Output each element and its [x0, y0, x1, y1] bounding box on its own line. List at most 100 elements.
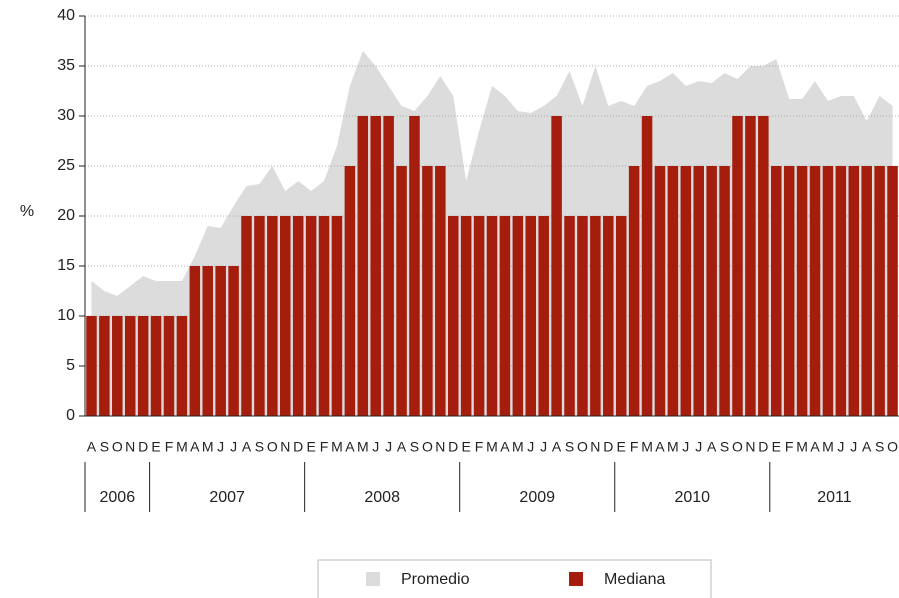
x-tick-label: M: [357, 439, 369, 455]
bar: [460, 216, 472, 416]
bar: [422, 166, 433, 416]
bar: [357, 116, 369, 416]
bar: [822, 166, 834, 416]
x-tick-label: J: [695, 439, 702, 455]
x-tick-label: N: [745, 439, 755, 455]
y-tick-label: 5: [66, 357, 75, 374]
bar: [564, 216, 575, 416]
bar: [305, 216, 317, 416]
bar: [99, 316, 110, 416]
bar: [512, 216, 524, 416]
bar: [86, 316, 97, 416]
bar: [163, 316, 175, 416]
x-tick-label: M: [822, 439, 834, 455]
x-tick-label: J: [527, 439, 534, 455]
x-tick-label: J: [540, 439, 547, 455]
bar: [848, 166, 860, 416]
bar: [344, 166, 356, 416]
legend-label: Mediana: [604, 571, 665, 588]
legend-label: Promedio: [401, 571, 470, 588]
bar: [499, 216, 511, 416]
year-label: 2006: [100, 489, 136, 506]
bar: [396, 166, 407, 416]
bar: [770, 166, 782, 416]
x-tick-label: S: [100, 439, 109, 455]
bar: [409, 116, 420, 416]
bar: [112, 316, 123, 416]
bar: [680, 166, 692, 416]
bar: [615, 216, 627, 416]
bar: [150, 316, 162, 416]
bar: [318, 216, 330, 416]
x-tick-label: F: [785, 439, 794, 455]
y-tick-label: 0: [66, 407, 75, 424]
x-tick-label: S: [720, 439, 729, 455]
year-label: 2009: [519, 489, 555, 506]
x-tick-label: A: [810, 439, 820, 455]
bar: [758, 116, 769, 416]
bar: [202, 266, 214, 416]
y-axis-label: %: [20, 203, 34, 220]
x-tick-label: D: [603, 439, 613, 455]
x-tick-label: S: [410, 439, 419, 455]
x-tick-label: F: [165, 439, 174, 455]
x-tick-label: M: [176, 439, 188, 455]
bar: [861, 166, 872, 416]
bar: [667, 166, 679, 416]
bar: [228, 266, 239, 416]
x-tick-label: A: [397, 439, 407, 455]
bar: [241, 216, 252, 416]
y-tick-label: 10: [57, 307, 75, 324]
bar: [628, 166, 640, 416]
x-tick-label: A: [862, 439, 872, 455]
x-tick-label: O: [422, 439, 433, 455]
x-tick-label: N: [590, 439, 600, 455]
x-tick-label: M: [796, 439, 808, 455]
x-tick-label: J: [230, 439, 237, 455]
bar: [254, 216, 265, 416]
x-tick-label: E: [151, 439, 160, 455]
x-tick-label: E: [306, 439, 315, 455]
year-label: 2011: [817, 489, 852, 506]
x-tick-label: J: [682, 439, 689, 455]
x-tick-label: D: [293, 439, 303, 455]
x-tick-label: A: [655, 439, 665, 455]
x-tick-label: N: [435, 439, 445, 455]
x-tick-label: F: [475, 439, 484, 455]
x-tick-label: D: [448, 439, 458, 455]
x-tick-label: A: [345, 439, 355, 455]
bar: [796, 166, 808, 416]
bar: [745, 116, 756, 416]
x-tick-label: D: [138, 439, 148, 455]
x-tick-label: M: [512, 439, 524, 455]
bar: [577, 216, 588, 416]
bar: [383, 116, 394, 416]
bar: [525, 216, 537, 416]
x-tick-label: A: [552, 439, 562, 455]
bar: [783, 166, 795, 416]
x-tick-label: F: [320, 439, 329, 455]
x-tick-label: O: [577, 439, 588, 455]
bar: [267, 216, 278, 416]
bar: [435, 166, 446, 416]
x-tick-label: N: [280, 439, 290, 455]
x-tick-label: N: [125, 439, 135, 455]
bar: [473, 216, 485, 416]
y-tick-label: 15: [57, 257, 75, 274]
x-tick-label: M: [667, 439, 679, 455]
bar: [176, 316, 188, 416]
bar: [447, 216, 459, 416]
x-tick-label: S: [565, 439, 574, 455]
x-tick-label: J: [372, 439, 379, 455]
year-label: 2008: [364, 489, 400, 506]
bar: [654, 166, 666, 416]
x-tick-label: M: [202, 439, 214, 455]
bar: [538, 216, 549, 416]
x-tick-label: D: [758, 439, 768, 455]
x-tick-label: O: [267, 439, 278, 455]
x-tick-label: A: [242, 439, 252, 455]
y-tick-label: 35: [57, 57, 75, 74]
x-tick-label: M: [486, 439, 498, 455]
legend: [317, 559, 712, 598]
